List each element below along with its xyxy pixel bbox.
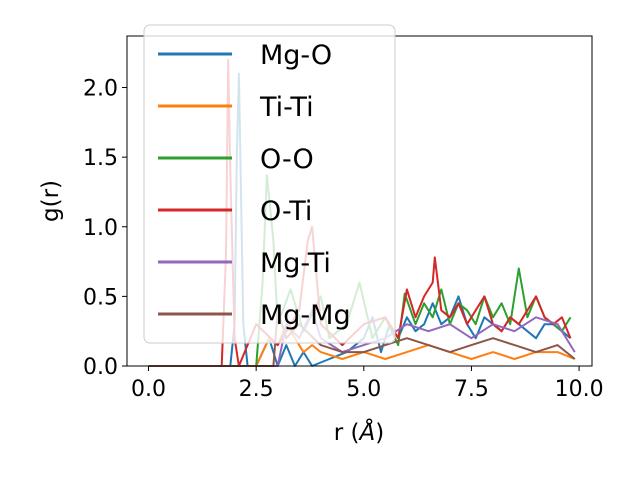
x-tick-label: 10.0	[555, 377, 604, 402]
y-tick-label: 1.0	[83, 216, 118, 241]
x-axis-ticks: 0.0 2.5 5.0 7.5 10.0	[131, 366, 604, 402]
legend: Mg-O Ti-Ti O-O O-Ti Mg-Ti Mg-Mg	[143, 24, 396, 344]
legend-box	[143, 24, 396, 344]
y-axis-label: g(r)	[38, 180, 64, 222]
x-axis-label: r (Å)	[334, 418, 384, 446]
y-tick-label: 0.5	[83, 285, 118, 310]
series-line-o-ti	[148, 58, 572, 367]
x-tick-label: 2.5	[239, 377, 274, 402]
legend-label: Mg-Mg	[260, 300, 351, 331]
y-tick-label: 2.0	[83, 77, 118, 102]
y-tick-label: 1.5	[83, 146, 118, 171]
y-tick-label: 0.0	[83, 355, 118, 380]
x-tick-label: 5.0	[346, 377, 381, 402]
y-axis-ticks: 0.0 0.5 1.0 1.5 2.0	[83, 77, 127, 380]
legend-label: O-O	[260, 144, 314, 175]
x-tick-label: 0.0	[131, 377, 166, 402]
legend-label: O-Ti	[260, 196, 312, 227]
legend-label: Mg-Ti	[260, 248, 331, 279]
legend-label: Ti-Ti	[259, 92, 314, 123]
x-tick-label: 7.5	[454, 377, 489, 402]
legend-label: Mg-O	[260, 40, 332, 71]
